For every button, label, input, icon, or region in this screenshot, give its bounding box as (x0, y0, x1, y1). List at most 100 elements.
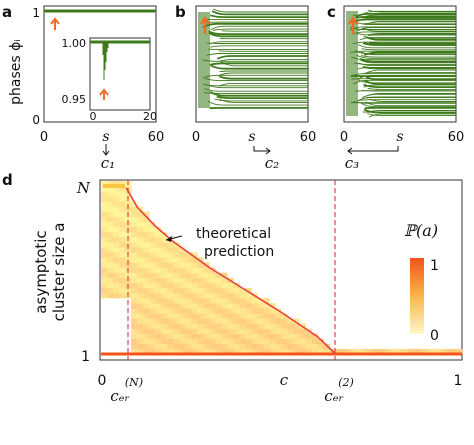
heatmap-cell (221, 329, 227, 334)
heatmap-cell (161, 262, 167, 267)
heatmap-cell (161, 242, 167, 247)
heatmap-cell (113, 217, 119, 222)
heatmap-cell (149, 334, 155, 339)
heatmap-cell (167, 293, 173, 298)
heatmap-cell (155, 293, 161, 298)
heatmap-cell (101, 293, 107, 298)
heatmap-cell (155, 324, 161, 329)
heatmap-cell (282, 344, 288, 349)
heatmap-cell (155, 308, 161, 313)
heatmap-cell (137, 288, 143, 293)
heatmap-cell (288, 324, 294, 329)
heatmap-cell (155, 344, 161, 349)
panel-d-ytick-1: 1 (81, 349, 90, 365)
heatmap-cell (173, 247, 179, 252)
heatmap-cell (203, 313, 209, 318)
heatmap-cell (137, 334, 143, 339)
heatmap-cell (143, 273, 149, 278)
heatmap-cell (227, 303, 233, 308)
heatmap-cell (239, 293, 245, 298)
panel-d-label: d (2, 171, 13, 189)
heatmap-cell (270, 344, 276, 349)
heatmap-cell (143, 247, 149, 252)
heatmap-cell (227, 344, 233, 349)
heatmap-cell (173, 303, 179, 308)
heatmap-cell (107, 212, 113, 217)
heatmap-cell (203, 288, 209, 293)
heatmap-cell (173, 252, 179, 257)
heatmap-cell (107, 257, 113, 262)
heatmap-cell (119, 191, 125, 196)
heatmap-cell (197, 318, 203, 323)
heatmap-cell (233, 329, 239, 334)
heatmap-cell (119, 217, 125, 222)
heatmap-cell (173, 344, 179, 349)
heatmap-cell (245, 303, 251, 308)
heatmap-cell (203, 318, 209, 323)
heatmap-cell (143, 227, 149, 232)
heatmap-cell (155, 268, 161, 273)
heatmap-cell (203, 329, 209, 334)
heatmap-cell (197, 334, 203, 339)
heatmap-cell (173, 293, 179, 298)
heatmap-cell (137, 329, 143, 334)
heatmap-cell (143, 283, 149, 288)
heatmap-cell (161, 318, 167, 323)
heatmap-cell (197, 313, 203, 318)
heatmap-cell (257, 303, 263, 308)
heatmap-cell (101, 222, 107, 227)
heatmap-cell (161, 283, 167, 288)
heatmap-cell (197, 268, 203, 273)
heatmap-cell (306, 339, 312, 344)
heatmap-cell (215, 313, 221, 318)
heatmap-cell (119, 268, 125, 273)
heatmap-cell (270, 313, 276, 318)
heatmap-cell (288, 344, 294, 349)
heatmap-cell (215, 308, 221, 313)
heatmap-cell (251, 298, 257, 303)
heatmap-cell (263, 313, 269, 318)
panel-c-xvar: s (396, 129, 403, 145)
heatmap-cell (131, 303, 137, 308)
heatmap-cell (167, 339, 173, 344)
heatmap-cell (101, 206, 107, 211)
heatmap-cell (239, 324, 245, 329)
heatmap-cell (155, 339, 161, 344)
heatmap-cell (155, 252, 161, 257)
panel-c-xtick-0: 0 (340, 130, 348, 145)
heatmap-cell (161, 268, 167, 273)
heatmap-cell (227, 339, 233, 344)
heatmap-cell (191, 318, 197, 323)
heatmap-cell (131, 232, 137, 237)
heatmap-cell (185, 293, 191, 298)
heatmap-cell (167, 252, 173, 257)
heatmap-cell (263, 339, 269, 344)
heatmap-cell (149, 273, 155, 278)
heatmap-cell (119, 252, 125, 257)
heatmap-cell (161, 293, 167, 298)
heatmap-cell (161, 324, 167, 329)
heatmap-cell (113, 278, 119, 283)
heatmap-cell (155, 283, 161, 288)
heatmap-cell (131, 324, 137, 329)
heatmap-cell (294, 329, 300, 334)
heatmap-cell (203, 308, 209, 313)
heatmap-cell (245, 339, 251, 344)
heatmap-cell (131, 257, 137, 262)
heatmap-cell (288, 339, 294, 344)
heatmap-cell (137, 293, 143, 298)
heatmap-cell (191, 339, 197, 344)
heatmap-cell (203, 268, 209, 273)
heatmap-cell (263, 344, 269, 349)
heatmap-cell (167, 313, 173, 318)
heatmap-cell (209, 283, 215, 288)
heatmap-cell (233, 303, 239, 308)
heatmap-cell (203, 283, 209, 288)
heatmap-cell (101, 288, 107, 293)
heatmap-cell (173, 329, 179, 334)
heatmap-cell (185, 298, 191, 303)
heatmap-cell (221, 324, 227, 329)
heatmap-cell (300, 344, 306, 349)
heatmap-cell (179, 324, 185, 329)
heatmap-cell (257, 313, 263, 318)
